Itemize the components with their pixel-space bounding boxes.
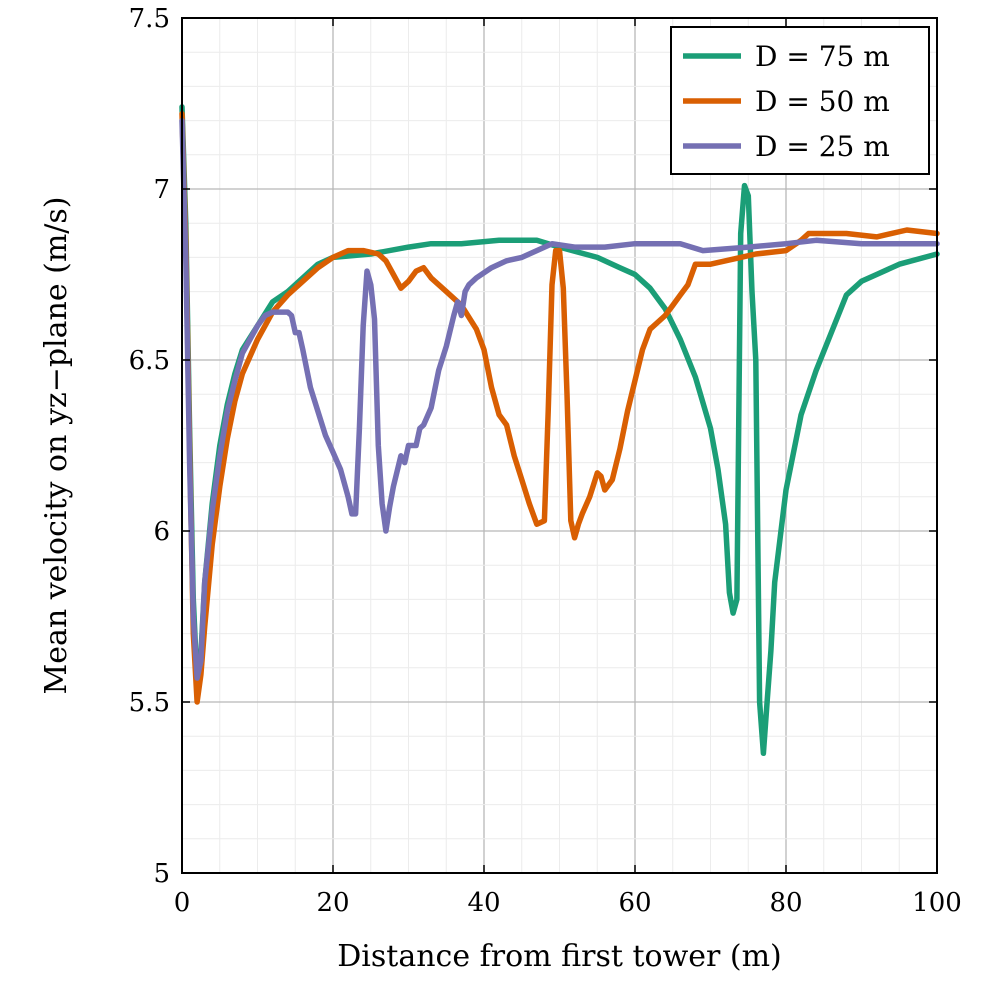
legend: D = 75 m D = 50 m D = 25 m [670, 26, 930, 175]
x-axis-label: Distance from first tower (m) [337, 939, 782, 974]
legend-label-3: D = 25 m [755, 130, 890, 163]
x-tick-label: 0 [174, 888, 191, 918]
x-tick-label: 40 [467, 888, 500, 918]
y-tick-label: 7.5 [129, 4, 170, 34]
y-tick-label: 5.5 [129, 688, 170, 718]
series-layer [179, 104, 940, 757]
series-line-2 [179, 111, 940, 705]
y-tick-label: 5 [153, 859, 170, 889]
series-line-3 [179, 117, 940, 681]
x-tick-label: 100 [912, 888, 962, 918]
x-tick-label: 20 [316, 888, 349, 918]
plot-frame [181, 17, 938, 874]
y-axis-label: Mean velocity on yz−plane (m/s) [39, 197, 74, 695]
x-tick-label: 80 [769, 888, 802, 918]
y-tick-label: 6.5 [129, 346, 170, 376]
y-tick-label: 6 [153, 517, 170, 547]
grid [182, 18, 937, 873]
y-tick-label: 7 [153, 175, 170, 205]
axis-ticks: 0 20 40 60 80 100 5 5.5 6 6.5 7 7.5 [129, 4, 962, 918]
legend-label-2: D = 50 m [755, 85, 890, 118]
legend-label-1: D = 75 m [755, 40, 890, 73]
x-tick-label: 60 [618, 888, 651, 918]
